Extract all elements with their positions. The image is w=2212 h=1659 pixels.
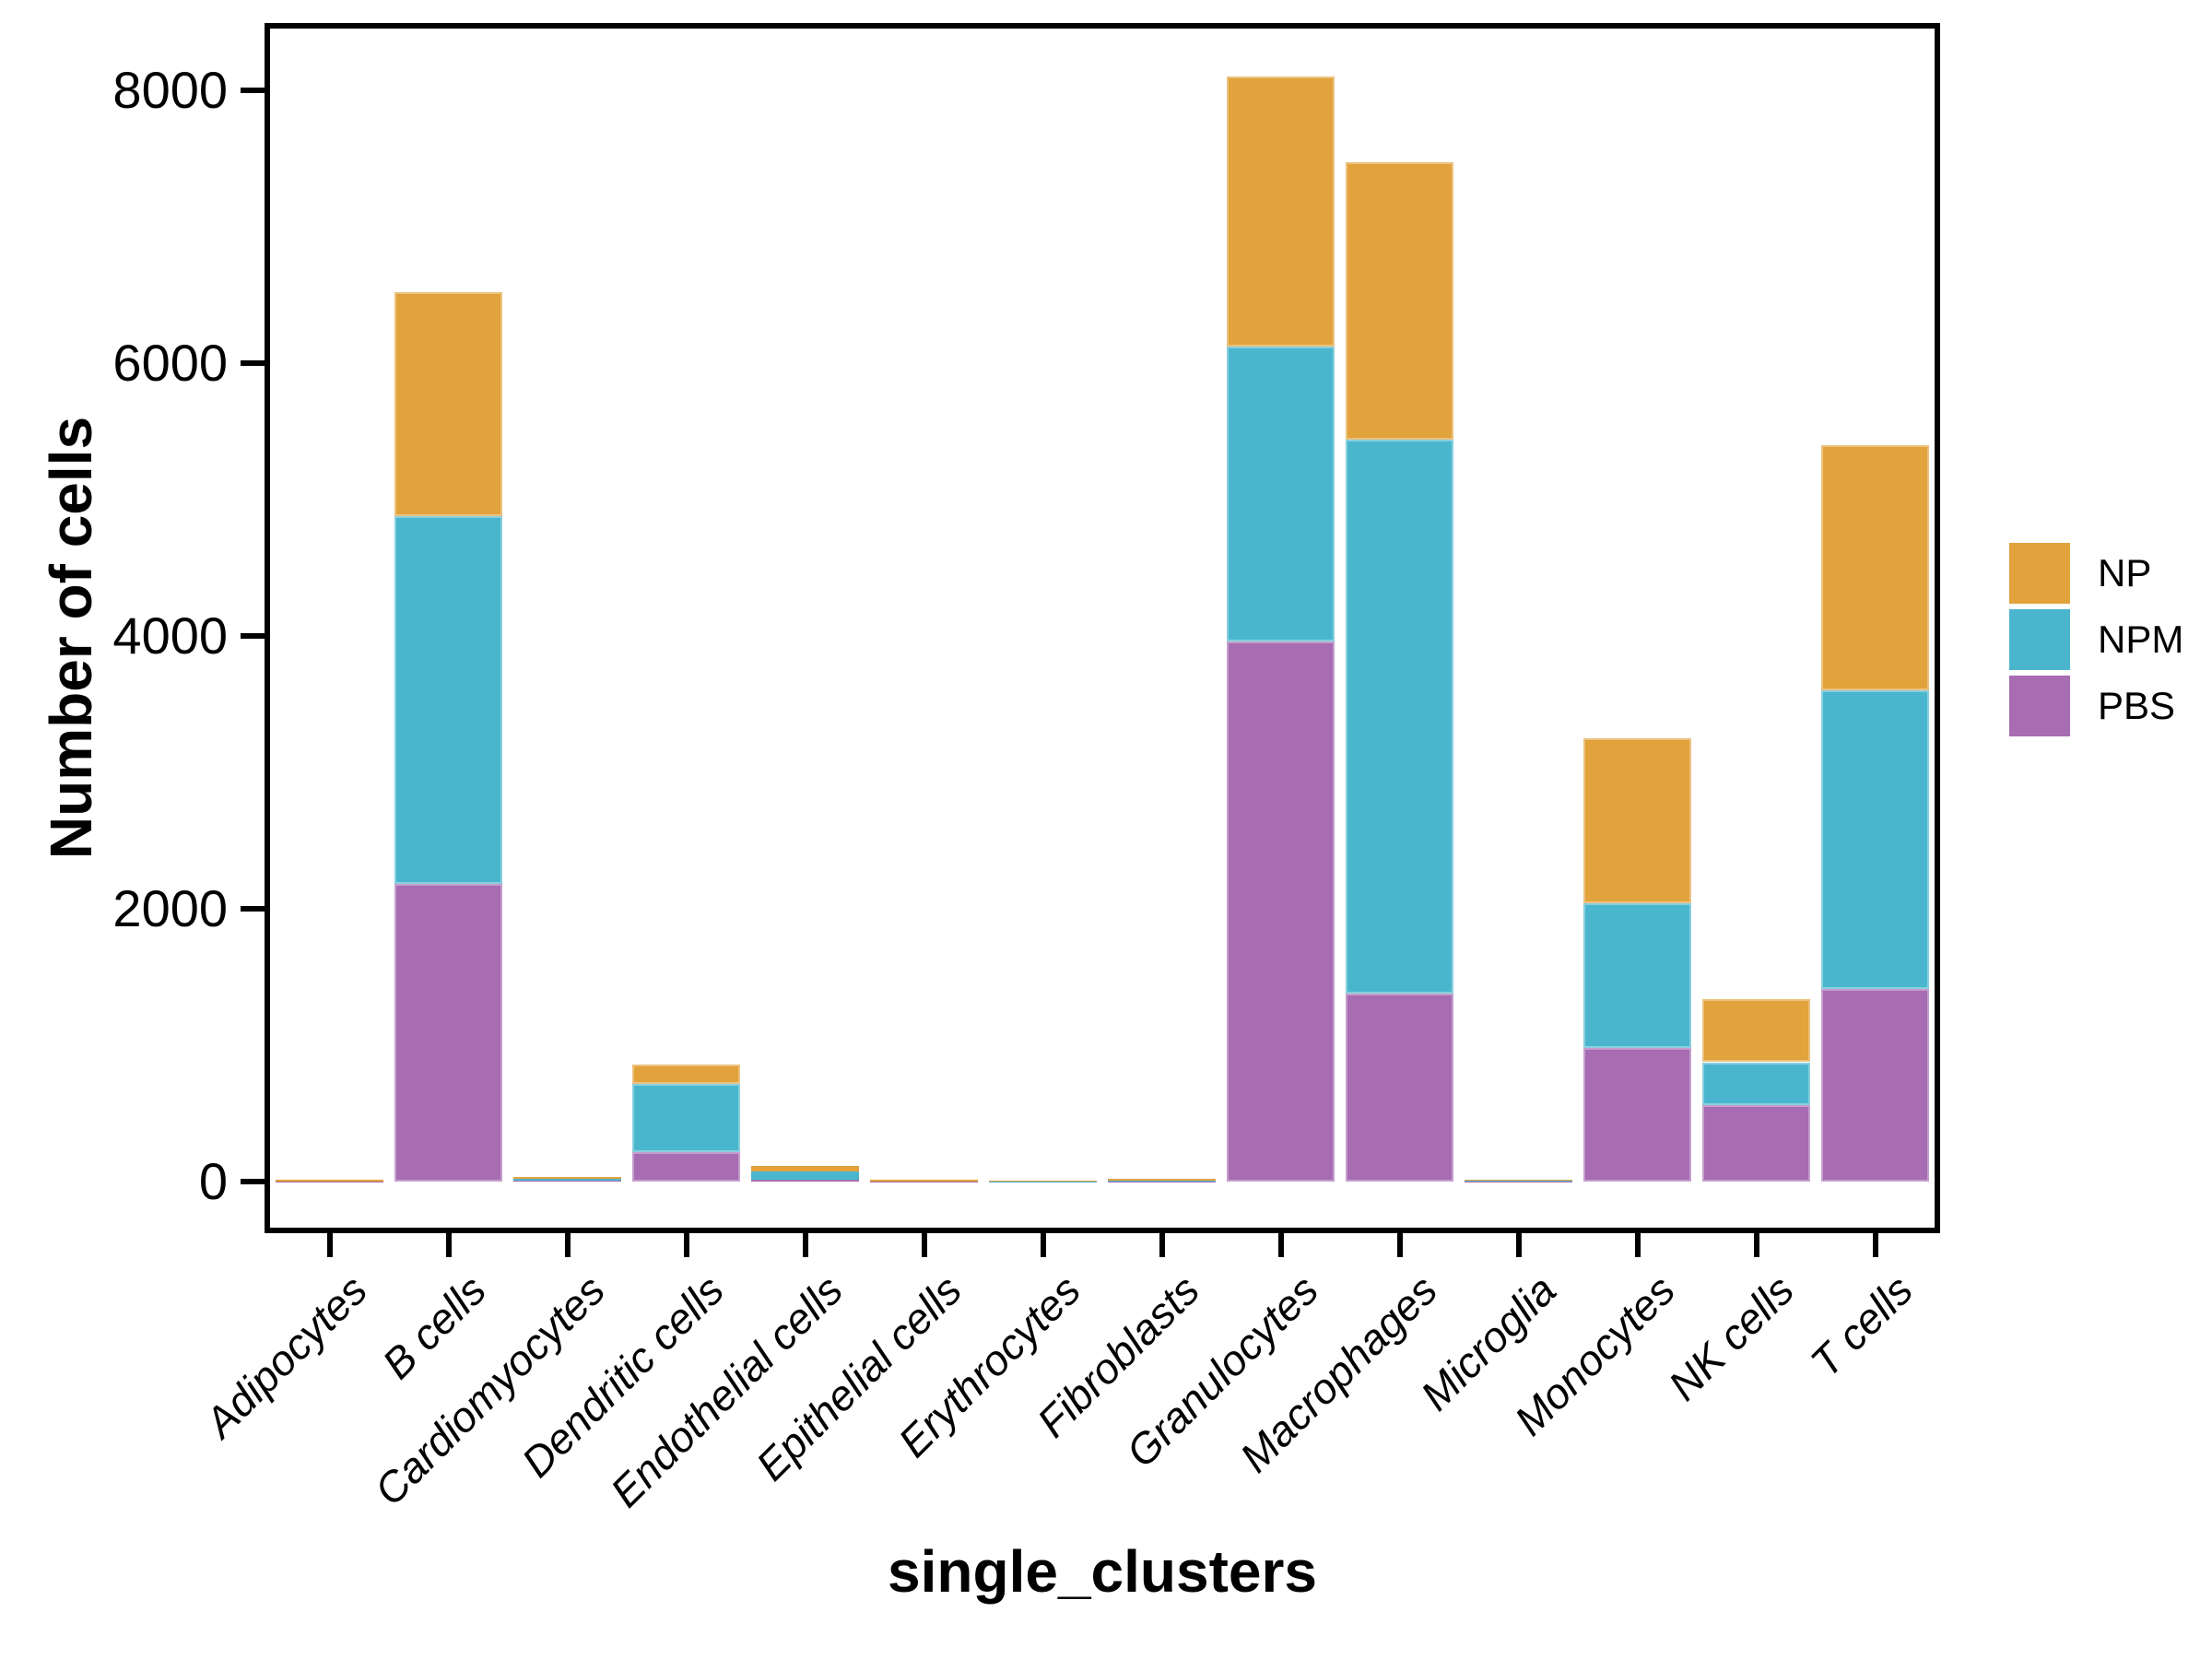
- bar-segment-npm-macrophages: [1346, 439, 1453, 994]
- y-tick-label-8000: 8000: [112, 61, 228, 119]
- y-tick-mark-2000: [241, 906, 265, 912]
- bar-segment-np-granulocytes: [1227, 76, 1335, 347]
- bar-segment-npm-cardiomyocytes: [513, 1179, 621, 1181]
- x-tick-mark-9: [1396, 1233, 1403, 1257]
- legend-item-npm: NPM: [2009, 609, 2183, 670]
- legend-label-np: NP: [2098, 551, 2152, 594]
- bar-segment-npm-endothelial-cells: [751, 1171, 859, 1181]
- x-tick-mark-3: [683, 1233, 689, 1257]
- x-tick-mark-11: [1634, 1233, 1641, 1257]
- legend: NP NPM PBS: [2009, 543, 2183, 742]
- bar-segment-npm-granulocytes: [1227, 347, 1335, 641]
- plot-panel: [265, 23, 1940, 1233]
- bar-segment-pbs-nk-cells: [1702, 1105, 1810, 1182]
- bar-segment-np-dendritic-cells: [632, 1064, 740, 1085]
- x-tick-mark-10: [1515, 1233, 1522, 1257]
- bar-segment-np-microglia: [1465, 1179, 1572, 1182]
- x-tick-mark-12: [1753, 1233, 1759, 1257]
- bar-segment-pbs-dendritic-cells: [632, 1152, 740, 1182]
- bar-segment-pbs-adipocytes: [276, 1181, 383, 1183]
- legend-label-npm: NPM: [2098, 618, 2184, 661]
- bar-segment-np-epithelial-cells: [870, 1180, 978, 1182]
- bar-segment-npm-b-cells: [394, 515, 502, 885]
- y-tick-label-0: 0: [198, 1152, 228, 1210]
- bar-segment-npm-fibroblasts: [1108, 1180, 1216, 1182]
- legend-swatch-npm: [2009, 609, 2070, 670]
- legend-item-pbs: PBS: [2009, 676, 2183, 736]
- y-tick-label-4000: 4000: [112, 606, 228, 665]
- y-tick-mark-8000: [241, 88, 265, 93]
- y-tick-label-2000: 2000: [112, 879, 228, 937]
- bar-segment-pbs-epithelial-cells: [870, 1181, 978, 1183]
- bar-segment-pbs-macrophages: [1346, 993, 1453, 1182]
- bar-segment-npm-monocytes: [1583, 903, 1691, 1048]
- legend-item-np: NP: [2009, 543, 2183, 604]
- x-tick-mark-0: [326, 1233, 333, 1257]
- x-tick-mark-1: [445, 1233, 452, 1257]
- bar-segment-pbs-granulocytes: [1227, 641, 1335, 1182]
- bar-segment-pbs-t-cells: [1821, 989, 1929, 1182]
- bar-segment-np-monocytes: [1583, 738, 1691, 904]
- bar-segment-pbs-b-cells: [394, 884, 502, 1182]
- bar-segment-npm-microglia: [1465, 1180, 1572, 1182]
- bar-segment-np-fibroblasts: [1108, 1178, 1216, 1181]
- bar-segment-npm-t-cells: [1821, 690, 1929, 990]
- y-tick-mark-0: [241, 1179, 265, 1184]
- x-tick-mark-2: [564, 1233, 571, 1257]
- y-tick-label-6000: 6000: [112, 334, 228, 392]
- x-tick-mark-7: [1159, 1233, 1165, 1257]
- bar-segment-np-adipocytes: [276, 1180, 383, 1182]
- bar-segment-np-erythrocytes: [989, 1180, 1097, 1182]
- x-tick-mark-5: [921, 1233, 927, 1257]
- x-tick-mark-6: [1040, 1233, 1046, 1257]
- bar-segment-pbs-monocytes: [1583, 1047, 1691, 1182]
- x-tick-mark-4: [802, 1233, 808, 1257]
- bar-segment-pbs-endothelial-cells: [751, 1180, 859, 1182]
- bar-segment-np-cardiomyocytes: [513, 1177, 621, 1180]
- legend-swatch-pbs: [2009, 676, 2070, 736]
- bar-segment-np-b-cells: [394, 292, 502, 516]
- y-tick-mark-6000: [241, 360, 265, 366]
- x-axis-title: single_clusters: [888, 1538, 1317, 1605]
- x-tick-mark-13: [1872, 1233, 1878, 1257]
- bar-segment-np-macrophages: [1346, 162, 1453, 440]
- bar-segment-pbs-cardiomyocytes: [513, 1180, 621, 1182]
- x-tick-mark-8: [1277, 1233, 1284, 1257]
- legend-label-pbs: PBS: [2098, 684, 2176, 727]
- bar-segment-np-t-cells: [1821, 444, 1929, 691]
- y-tick-mark-4000: [241, 633, 265, 639]
- legend-swatch-np: [2009, 543, 2070, 604]
- bar-segment-np-nk-cells: [1702, 998, 1810, 1063]
- bar-segment-np-endothelial-cells: [751, 1165, 859, 1171]
- bar-segment-npm-nk-cells: [1702, 1062, 1810, 1106]
- bar-segment-npm-dendritic-cells: [632, 1084, 740, 1153]
